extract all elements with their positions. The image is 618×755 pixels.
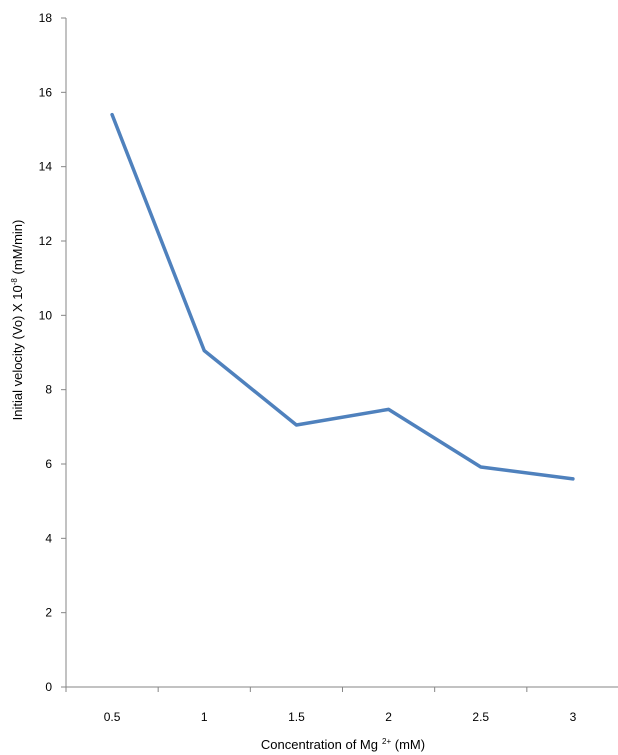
data-point [387, 407, 391, 411]
x-tick-label: 2 [385, 710, 392, 724]
data-point [571, 477, 575, 481]
y-tick-label: 8 [45, 383, 52, 397]
x-tick-label: 2.5 [472, 710, 489, 724]
y-tick-label: 18 [39, 11, 53, 25]
y-tick-label: 12 [39, 234, 53, 248]
y-axis-ticks [61, 17, 66, 688]
x-axis-title: Concentration of Mg 2+ (mM) [261, 737, 425, 752]
data-point [479, 465, 483, 469]
x-axis-ticks [65, 687, 528, 692]
data-points [110, 113, 575, 481]
y-tick-labels: 0 2 4 6 8 10 12 14 16 18 [39, 11, 53, 694]
x-tick-label: 3 [570, 710, 577, 724]
data-point [294, 423, 298, 427]
y-tick-label: 16 [39, 85, 53, 99]
x-tick-label: 1 [201, 710, 208, 724]
y-tick-label: 10 [39, 308, 53, 322]
y-tick-label: 4 [45, 531, 52, 545]
series-line [110, 112, 575, 481]
y-tick-label: 2 [45, 606, 52, 620]
x-tick-label: 1.5 [288, 710, 305, 724]
data-point [202, 349, 206, 353]
y-tick-label: 0 [45, 680, 52, 694]
x-tick-label: 0.5 [104, 710, 121, 724]
x-tick-labels: 0.5 1 1.5 2 2.5 3 [104, 710, 577, 724]
y-tick-label: 14 [39, 160, 53, 174]
y-tick-label: 6 [45, 457, 52, 471]
y-axis-title: Initial velocity (Vo) X 10-8 (mM/min) [10, 220, 25, 421]
data-point [110, 113, 114, 117]
